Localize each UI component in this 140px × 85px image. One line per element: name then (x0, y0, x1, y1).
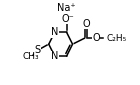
Text: C₂H₅: C₂H₅ (106, 34, 126, 43)
Text: O: O (82, 19, 90, 29)
Text: N: N (51, 27, 58, 37)
Text: O: O (93, 33, 100, 43)
Text: Na⁺: Na⁺ (57, 3, 76, 13)
Text: O⁻: O⁻ (61, 14, 74, 24)
Text: CH₃: CH₃ (22, 52, 39, 61)
Text: N: N (51, 51, 58, 61)
Text: S: S (35, 45, 41, 55)
